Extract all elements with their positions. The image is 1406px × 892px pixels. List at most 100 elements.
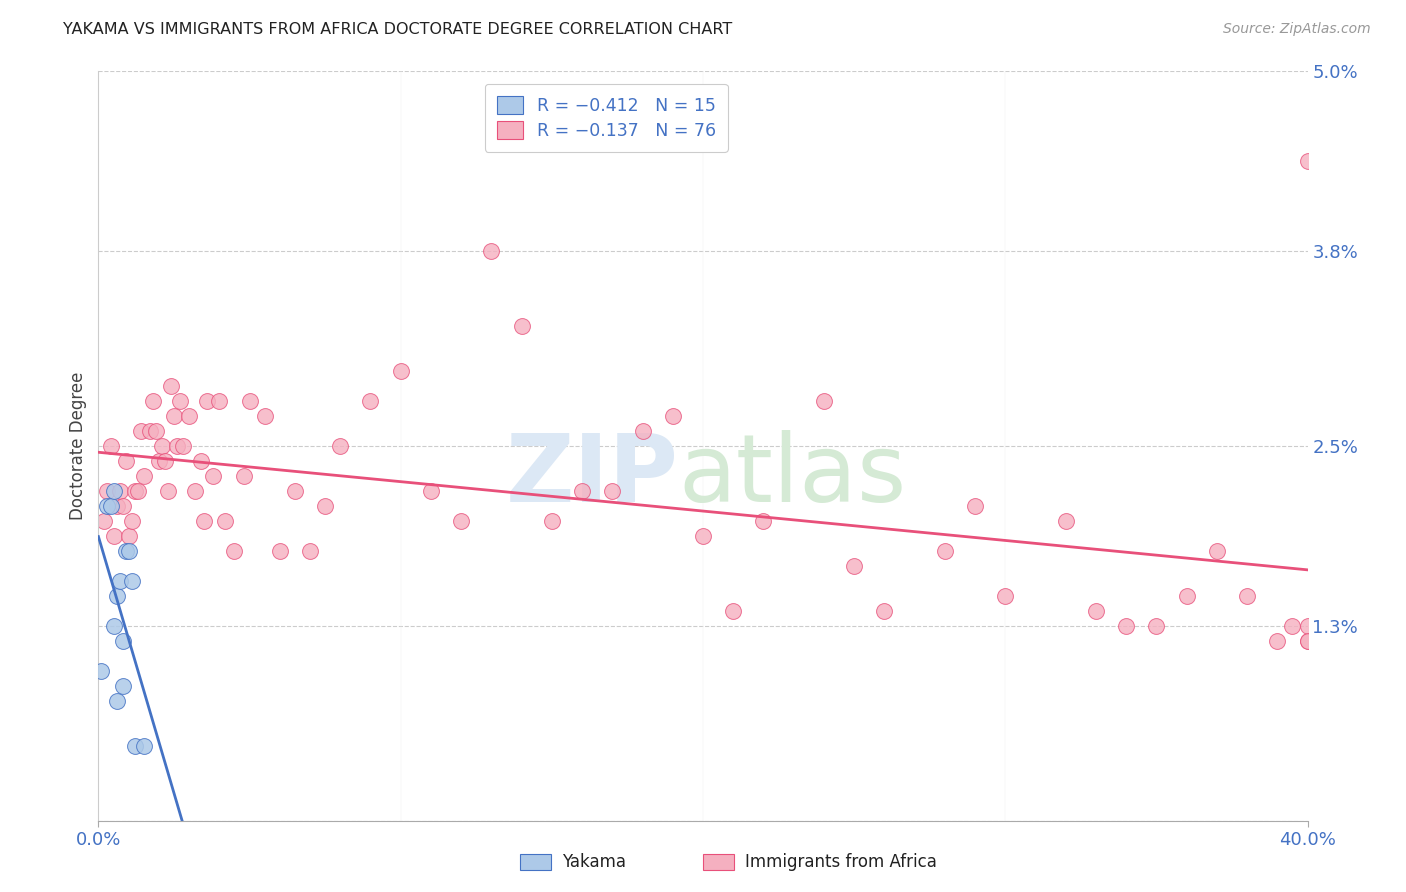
Point: [145, 424, 167, 438]
Point: [269, 544, 291, 558]
Point: [124, 739, 146, 753]
Point: [179, 409, 201, 423]
Y-axis label: Doctorate Degree: Doctorate Degree: [69, 372, 87, 520]
Point: [118, 529, 141, 543]
Point: [172, 439, 194, 453]
Point: [1085, 604, 1108, 618]
Point: [631, 424, 654, 438]
Point: [96, 483, 118, 498]
Point: [329, 439, 352, 453]
Point: [1236, 589, 1258, 603]
Point: [118, 544, 141, 558]
Point: [121, 514, 143, 528]
Point: [1296, 633, 1319, 648]
Point: [1206, 544, 1229, 558]
Point: [752, 514, 775, 528]
Point: [214, 514, 236, 528]
Point: [150, 439, 173, 453]
Point: [661, 409, 683, 423]
Text: atlas: atlas: [679, 430, 907, 522]
Point: [132, 469, 155, 483]
Point: [540, 514, 562, 528]
Text: Source: ZipAtlas.com: Source: ZipAtlas.com: [1223, 22, 1371, 37]
Point: [108, 574, 131, 588]
Point: [90, 664, 112, 678]
Point: [253, 409, 276, 423]
Point: [190, 454, 212, 468]
Point: [139, 424, 162, 438]
Text: Yakama: Yakama: [562, 853, 627, 871]
Point: [132, 739, 155, 753]
Point: [481, 244, 503, 259]
Point: [163, 409, 186, 423]
Point: [96, 499, 118, 513]
Point: [121, 574, 143, 588]
Point: [111, 499, 134, 513]
Point: [105, 589, 128, 603]
Point: [602, 483, 624, 498]
Point: [195, 394, 218, 409]
Point: [1175, 589, 1198, 603]
FancyBboxPatch shape: [520, 854, 551, 870]
Point: [1281, 619, 1303, 633]
Legend: R = −0.412   N = 15, R = −0.137   N = 76: R = −0.412 N = 15, R = −0.137 N = 76: [485, 84, 728, 152]
Point: [813, 394, 835, 409]
Point: [224, 544, 246, 558]
Point: [360, 394, 382, 409]
Point: [184, 483, 207, 498]
Point: [142, 394, 165, 409]
Point: [239, 394, 262, 409]
Point: [100, 499, 122, 513]
Point: [156, 483, 179, 498]
Point: [965, 499, 987, 513]
Point: [169, 394, 191, 409]
Point: [153, 454, 176, 468]
FancyBboxPatch shape: [703, 854, 734, 870]
Point: [389, 364, 412, 378]
Point: [510, 319, 533, 334]
Point: [1296, 633, 1319, 648]
Point: [103, 619, 125, 633]
Point: [127, 483, 149, 498]
Point: [208, 394, 231, 409]
Point: [1115, 619, 1137, 633]
Point: [193, 514, 215, 528]
Point: [314, 499, 336, 513]
Point: [873, 604, 896, 618]
Point: [111, 633, 134, 648]
Point: [994, 589, 1017, 603]
Point: [160, 379, 183, 393]
Point: [1296, 154, 1319, 169]
Point: [1054, 514, 1077, 528]
Point: [114, 454, 136, 468]
Point: [299, 544, 322, 558]
Point: [844, 558, 866, 573]
Point: [103, 483, 125, 498]
Point: [108, 483, 131, 498]
Point: [232, 469, 254, 483]
Point: [202, 469, 225, 483]
Point: [450, 514, 472, 528]
Text: ZIP: ZIP: [506, 430, 679, 522]
Point: [692, 529, 714, 543]
Point: [571, 483, 593, 498]
Point: [284, 483, 307, 498]
Point: [105, 694, 128, 708]
Point: [1267, 633, 1289, 648]
Point: [420, 483, 443, 498]
Point: [166, 439, 188, 453]
Point: [114, 544, 136, 558]
Point: [1296, 619, 1319, 633]
Text: Immigrants from Africa: Immigrants from Africa: [745, 853, 936, 871]
Point: [93, 514, 115, 528]
Point: [124, 483, 146, 498]
Point: [934, 544, 956, 558]
Point: [105, 499, 128, 513]
Point: [103, 529, 125, 543]
Point: [129, 424, 152, 438]
Point: [148, 454, 170, 468]
Point: [1146, 619, 1168, 633]
Point: [723, 604, 745, 618]
Text: YAKAMA VS IMMIGRANTS FROM AFRICA DOCTORATE DEGREE CORRELATION CHART: YAKAMA VS IMMIGRANTS FROM AFRICA DOCTORA…: [63, 22, 733, 37]
Point: [111, 679, 134, 693]
